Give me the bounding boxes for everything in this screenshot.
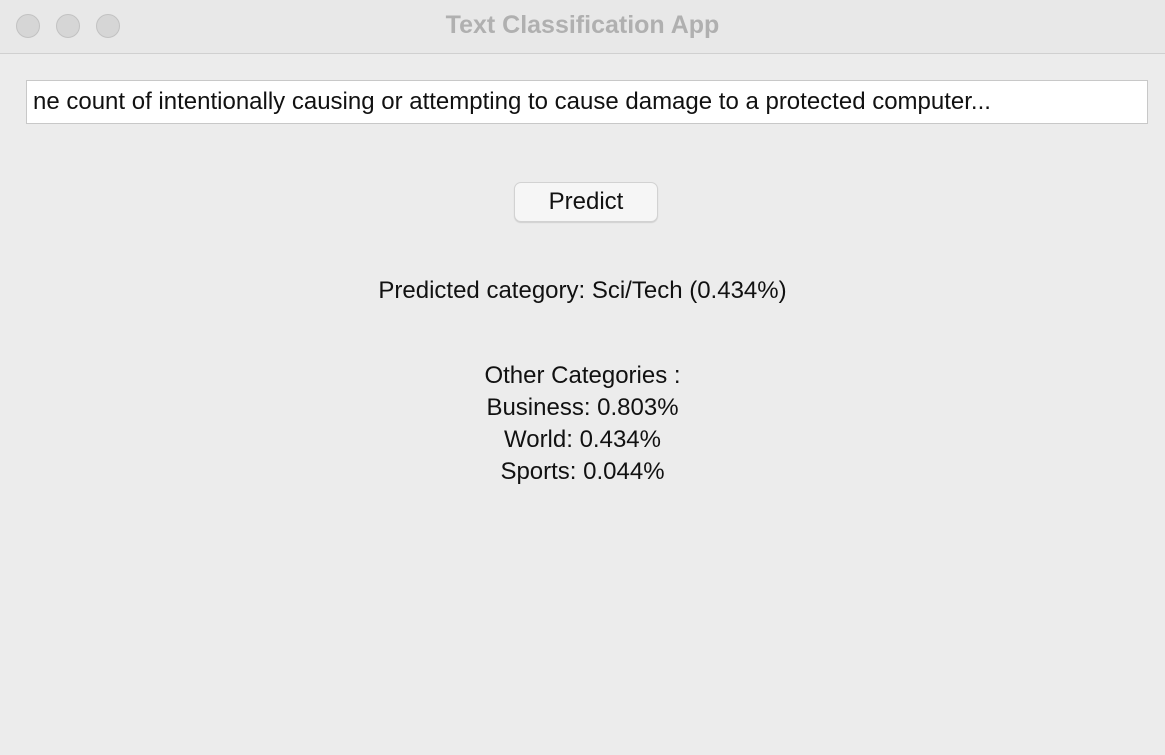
maximize-window-button[interactable] [96,14,120,38]
predicted-category-label: Predicted category: Sci/Tech (0.434%) [378,277,787,304]
minimize-window-button[interactable] [56,14,80,38]
window-title: Text Classification App [445,11,720,39]
predict-button[interactable]: Predict [514,182,658,222]
title-bar: Text Classification App [0,0,1165,54]
category-item-sports: Sports: 0.044% [500,458,665,485]
other-categories-heading: Other Categories : [484,362,681,389]
category-item-business: Business: 0.803% [486,394,679,421]
other-categories-list: Other Categories : Business: 0.803% Worl… [0,360,1165,488]
close-window-button[interactable] [16,14,40,38]
text-input-field[interactable] [26,80,1148,124]
category-item-world: World: 0.434% [504,426,661,453]
